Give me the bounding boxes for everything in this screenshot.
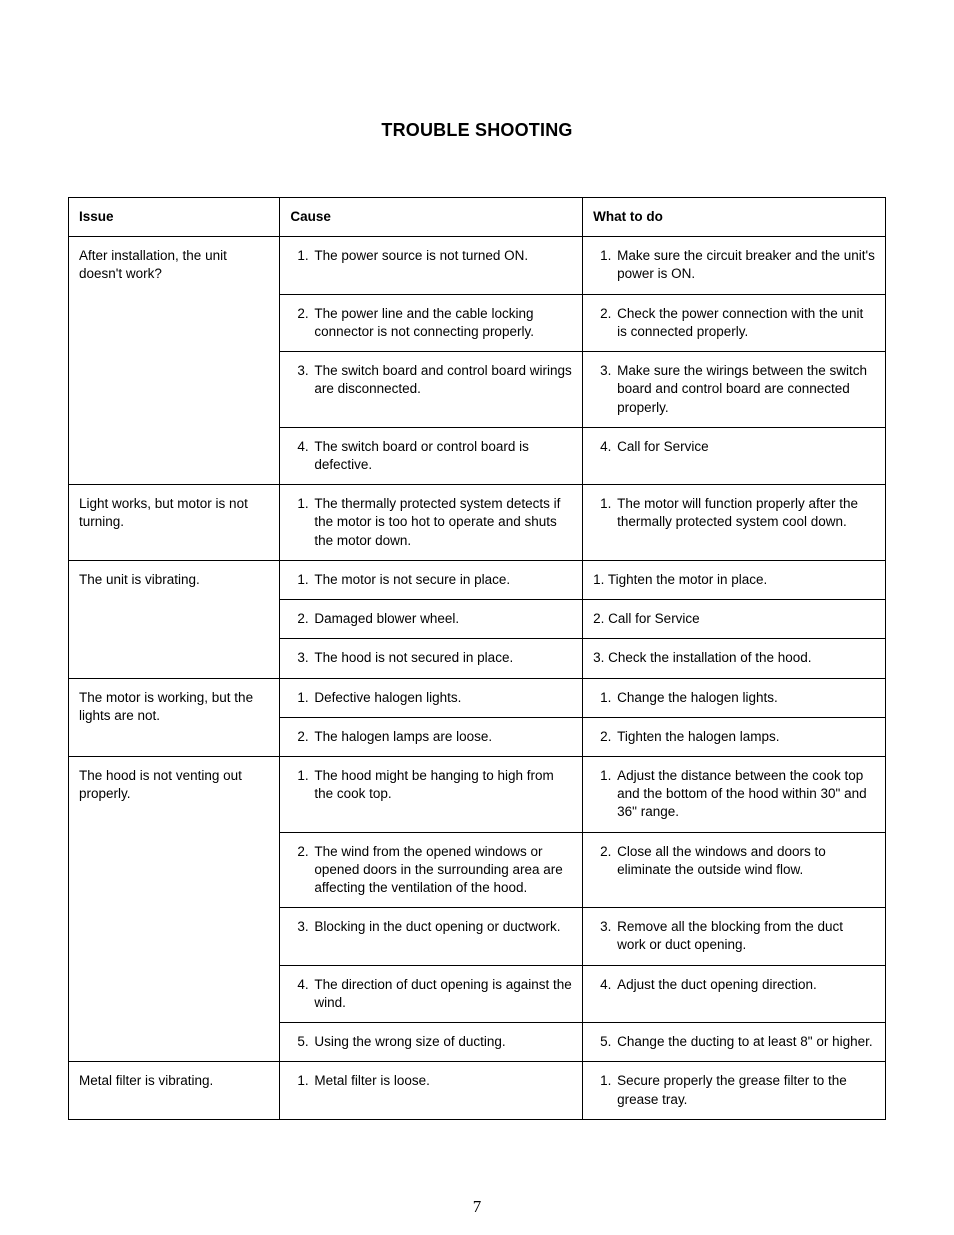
table-header-row: Issue Cause What to do xyxy=(69,198,886,237)
cause-text: The hood might be hanging to high from t… xyxy=(312,767,572,803)
cause-cell: The direction of duct opening is against… xyxy=(280,965,583,1022)
action-text: Tighten the halogen lamps. xyxy=(615,728,875,746)
table-row: The motor is working, but the lights are… xyxy=(69,678,886,717)
action-cell: Tighten the halogen lamps. xyxy=(583,717,886,756)
action-text: Change the halogen lights. xyxy=(615,689,875,707)
col-header-action: What to do xyxy=(583,198,886,237)
action-cell: Secure properly the grease filter to the… xyxy=(583,1062,886,1119)
cause-cell: The power line and the cable locking con… xyxy=(280,294,583,351)
issue-cell: After installation, the unit doesn't wor… xyxy=(69,237,280,485)
col-header-cause: Cause xyxy=(280,198,583,237)
page-title: TROUBLE SHOOTING xyxy=(68,120,886,141)
action-cell: Adjust the distance between the cook top… xyxy=(583,756,886,832)
cause-cell: The wind from the opened windows or open… xyxy=(280,832,583,908)
table-row: After installation, the unit doesn't wor… xyxy=(69,237,886,294)
cause-text: Metal filter is loose. xyxy=(312,1072,572,1090)
action-cell: Close all the windows and doors to elimi… xyxy=(583,832,886,908)
cause-text: Blocking in the duct opening or ductwork… xyxy=(312,918,572,936)
cause-cell: Metal filter is loose. xyxy=(280,1062,583,1119)
action-cell: Change the ducting to at least 8" or hig… xyxy=(583,1023,886,1062)
cause-cell: The thermally protected system detects i… xyxy=(280,485,583,561)
cause-text: The switch board or control board is def… xyxy=(312,438,572,474)
action-text: Check the power connection with the unit… xyxy=(615,305,875,341)
action-cell: 1. Tighten the motor in place. xyxy=(583,560,886,599)
document-page: TROUBLE SHOOTING Issue Cause What to do … xyxy=(0,0,954,1235)
cause-text: The motor is not secure in place. xyxy=(312,571,572,589)
cause-cell: Blocking in the duct opening or ductwork… xyxy=(280,908,583,965)
cause-text: The halogen lamps are loose. xyxy=(312,728,572,746)
table-row: Light works, but motor is not turning. T… xyxy=(69,485,886,561)
cause-cell: Damaged blower wheel. xyxy=(280,600,583,639)
cause-cell: The halogen lamps are loose. xyxy=(280,717,583,756)
troubleshooting-table: Issue Cause What to do After installatio… xyxy=(68,197,886,1120)
action-text: Change the ducting to at least 8" or hig… xyxy=(615,1033,875,1051)
action-text: Remove all the blocking from the duct wo… xyxy=(615,918,875,954)
cause-cell: The switch board and control board wirin… xyxy=(280,352,583,428)
cause-text: Defective halogen lights. xyxy=(312,689,572,707)
cause-text: The thermally protected system detects i… xyxy=(312,495,572,550)
action-text: Close all the windows and doors to elimi… xyxy=(615,843,875,879)
action-cell: Check the power connection with the unit… xyxy=(583,294,886,351)
cause-cell: The hood is not secured in place. xyxy=(280,639,583,678)
cause-cell: The hood might be hanging to high from t… xyxy=(280,756,583,832)
issue-cell: Metal filter is vibrating. xyxy=(69,1062,280,1119)
table-row: The unit is vibrating. The motor is not … xyxy=(69,560,886,599)
issue-cell: The unit is vibrating. xyxy=(69,560,280,678)
cause-text: The wind from the opened windows or open… xyxy=(312,843,572,898)
cause-text: The switch board and control board wirin… xyxy=(312,362,572,398)
action-cell: Adjust the duct opening direction. xyxy=(583,965,886,1022)
cause-text: The power source is not turned ON. xyxy=(312,247,572,265)
action-cell: Remove all the blocking from the duct wo… xyxy=(583,908,886,965)
page-number: 7 xyxy=(0,1197,954,1217)
issue-cell: The motor is working, but the lights are… xyxy=(69,678,280,756)
table-row: The hood is not venting out properly. Th… xyxy=(69,756,886,832)
issue-cell: Light works, but motor is not turning. xyxy=(69,485,280,561)
cause-cell: Using the wrong size of ducting. xyxy=(280,1023,583,1062)
action-text: Make sure the circuit breaker and the un… xyxy=(615,247,875,283)
action-cell: Change the halogen lights. xyxy=(583,678,886,717)
action-cell: 2. Call for Service xyxy=(583,600,886,639)
cause-cell: The switch board or control board is def… xyxy=(280,427,583,484)
action-text: Make sure the wirings between the switch… xyxy=(615,362,875,417)
cause-text: The direction of duct opening is against… xyxy=(312,976,572,1012)
action-text: Call for Service xyxy=(615,438,875,456)
action-cell: Make sure the circuit breaker and the un… xyxy=(583,237,886,294)
table-row: Metal filter is vibrating. Metal filter … xyxy=(69,1062,886,1119)
action-text: Secure properly the grease filter to the… xyxy=(615,1072,875,1108)
cause-text: The hood is not secured in place. xyxy=(312,649,572,667)
action-cell: Make sure the wirings between the switch… xyxy=(583,352,886,428)
cause-text: Using the wrong size of ducting. xyxy=(312,1033,572,1051)
action-text: Adjust the distance between the cook top… xyxy=(615,767,875,822)
action-text: Adjust the duct opening direction. xyxy=(615,976,875,994)
cause-cell: The motor is not secure in place. xyxy=(280,560,583,599)
action-text: The motor will function properly after t… xyxy=(615,495,875,531)
action-cell: The motor will function properly after t… xyxy=(583,485,886,561)
cause-cell: Defective halogen lights. xyxy=(280,678,583,717)
action-cell: 3. Check the installation of the hood. xyxy=(583,639,886,678)
cause-text: Damaged blower wheel. xyxy=(312,610,572,628)
cause-cell: The power source is not turned ON. xyxy=(280,237,583,294)
col-header-issue: Issue xyxy=(69,198,280,237)
cause-text: The power line and the cable locking con… xyxy=(312,305,572,341)
issue-cell: The hood is not venting out properly. xyxy=(69,756,280,1061)
action-cell: Call for Service xyxy=(583,427,886,484)
